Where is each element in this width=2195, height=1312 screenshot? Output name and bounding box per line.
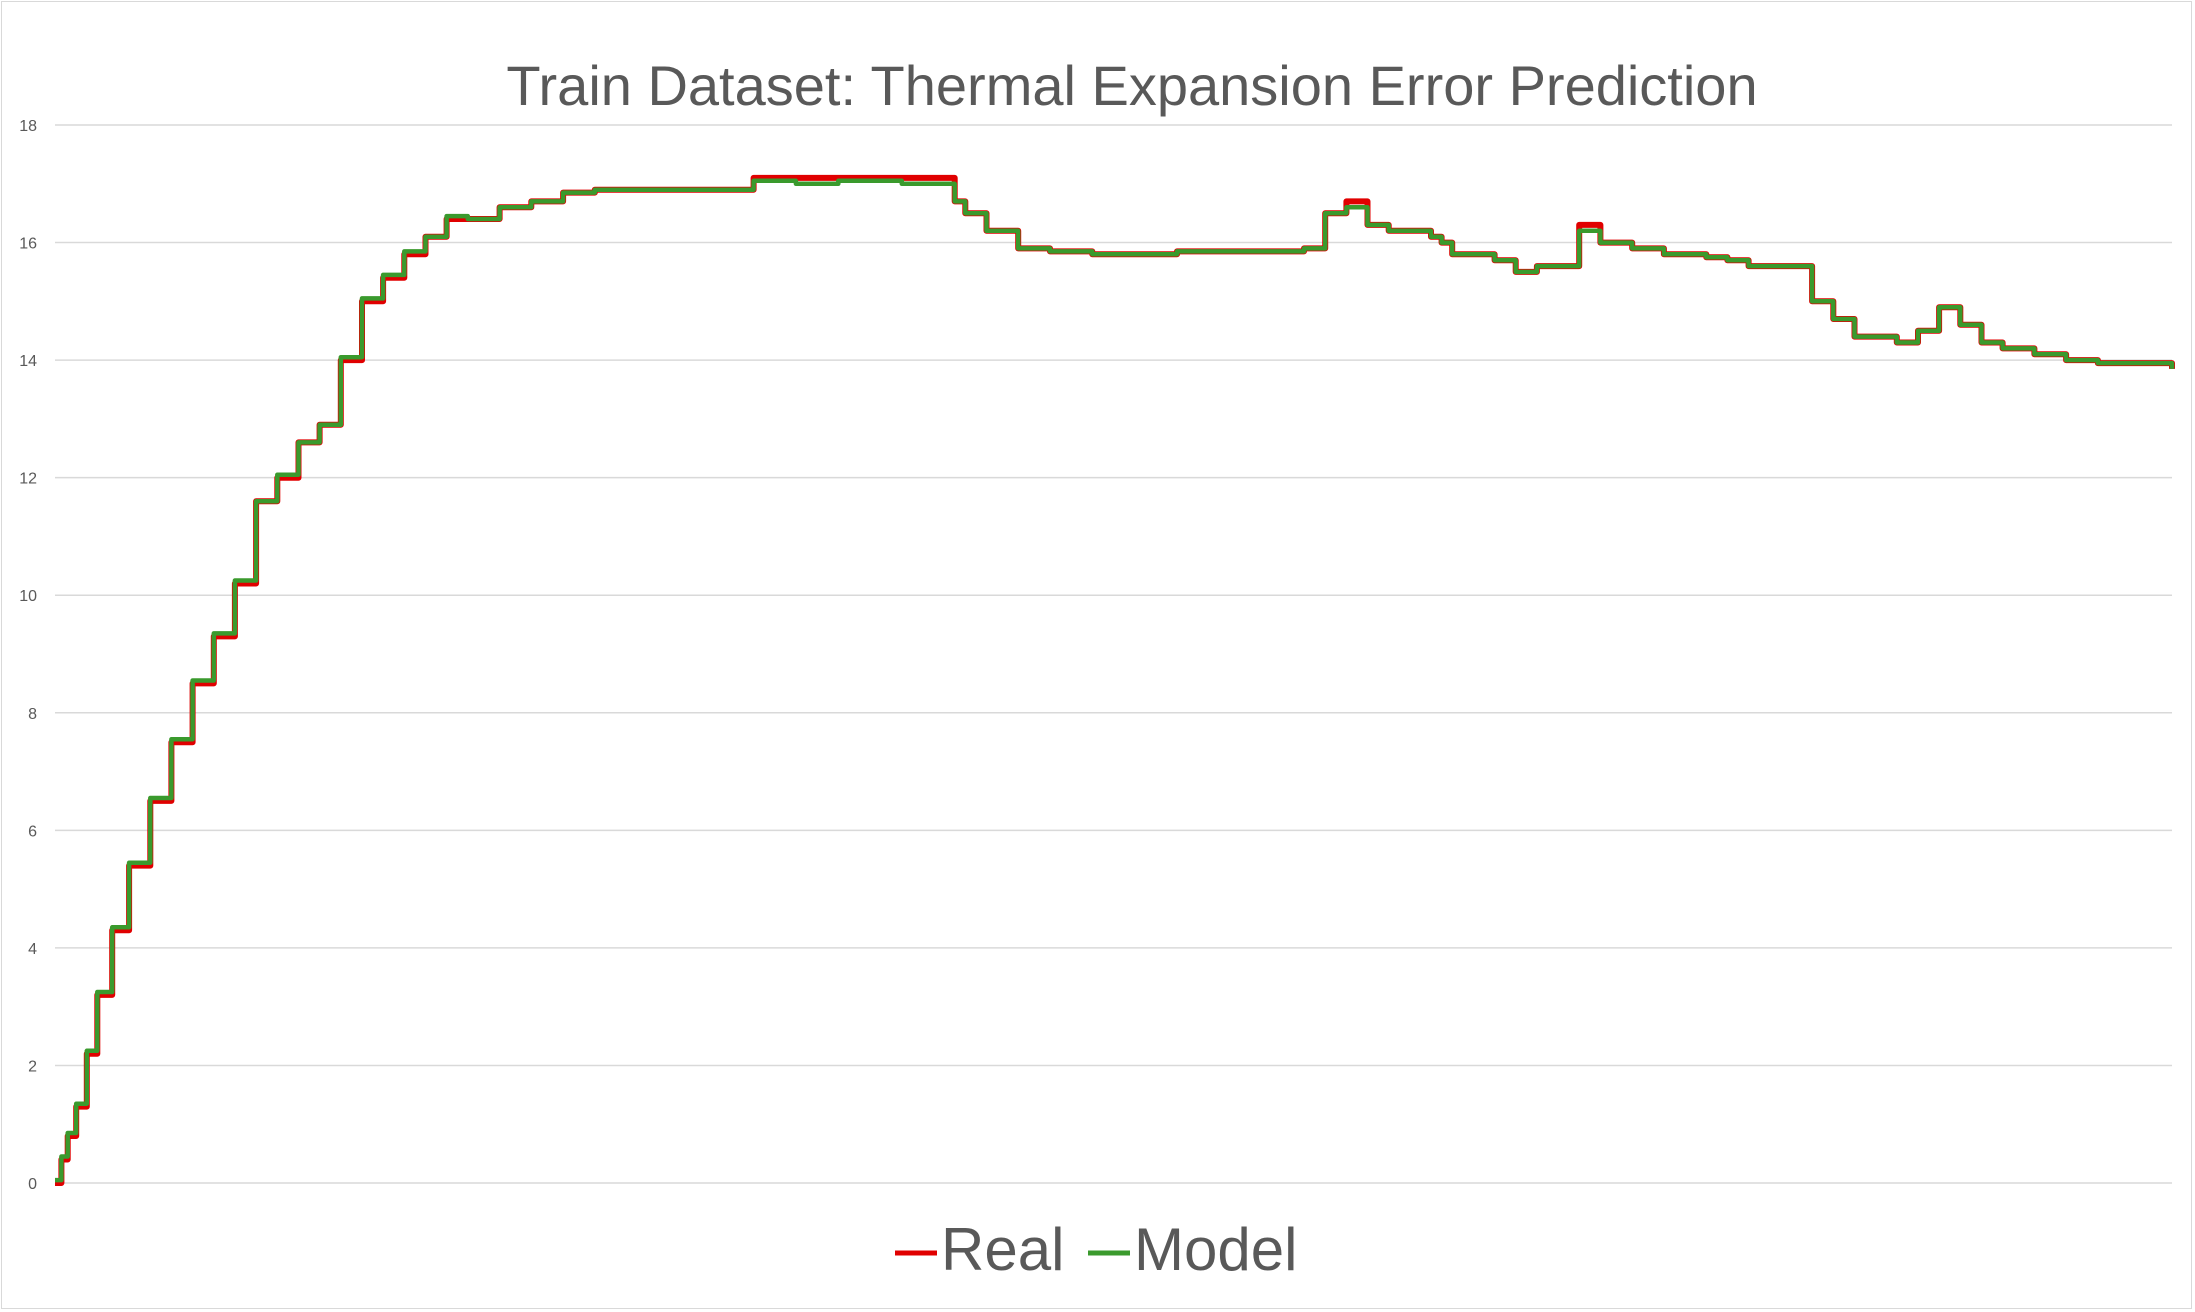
legend-label-real: Real — [941, 1216, 1064, 1283]
y-tick-label-2: 2 — [28, 1058, 37, 1075]
y-tick-label-0: 0 — [28, 1176, 37, 1193]
y-tick-label-6: 6 — [28, 823, 37, 840]
series-lines — [55, 174, 2175, 1186]
y-tick-label-10: 10 — [19, 588, 37, 605]
y-tick-label-12: 12 — [19, 471, 37, 488]
y-tick-label-4: 4 — [28, 941, 37, 958]
y-axis-tick-labels: 0 2 4 6 8 10 12 14 16 18 — [19, 118, 37, 1193]
legend-label-model: Model — [1134, 1216, 1297, 1283]
y-gridlines — [55, 124, 2172, 1184]
chart-title: Train Dataset: Thermal Expansion Error P… — [506, 54, 1757, 117]
series-line-model — [55, 178, 2175, 1183]
y-tick-label-14: 14 — [19, 353, 37, 370]
legend: Real Model — [895, 1216, 1297, 1283]
y-tick-label-18: 18 — [19, 118, 37, 135]
y-tick-label-16: 16 — [19, 236, 37, 253]
y-tick-label-8: 8 — [28, 706, 37, 723]
